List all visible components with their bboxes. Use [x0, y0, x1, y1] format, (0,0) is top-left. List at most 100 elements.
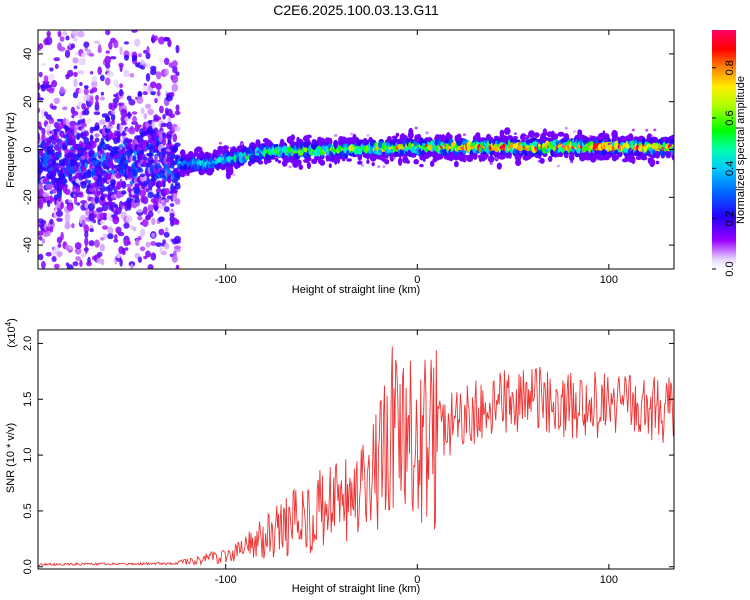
- spectrogram-cell: [163, 231, 170, 238]
- spectrogram-cell: [556, 164, 560, 168]
- spectrogram-cell: [124, 54, 129, 61]
- spectrogram-cell: [449, 134, 453, 140]
- spectrogram-cell: [160, 122, 168, 127]
- spectrogram-cell: [63, 177, 67, 186]
- spectrogram-cell: [57, 30, 62, 38]
- spectrogram-cell: [265, 159, 272, 164]
- spectrogram-cell: [174, 172, 181, 178]
- spectrogram-cell: [105, 30, 111, 36]
- spectrogram-cell: [136, 96, 144, 104]
- spectrogram-cell: [162, 113, 166, 120]
- spectrogram-cell: [68, 199, 73, 204]
- spectrogram-cell: [171, 189, 179, 194]
- spectrogram-cell: [59, 86, 65, 95]
- spectrogram-cell: [123, 222, 130, 229]
- spectrogram-cell: [48, 118, 55, 125]
- spectrogram-cell: [58, 46, 66, 52]
- spectrogram-cell: [88, 53, 95, 57]
- spectrogram-cell: [93, 40, 101, 45]
- spectrogram-cell: [38, 97, 44, 101]
- spectrogram-cell: [119, 88, 124, 97]
- spectrogram-cell: [137, 90, 143, 98]
- spectrogram-cell: [615, 155, 619, 160]
- spectrogram-cell: [156, 209, 161, 214]
- spectrogram-cell: [38, 126, 43, 131]
- spectrogram-cell: [166, 169, 173, 175]
- spectrogram-cell: [83, 224, 90, 234]
- spectrogram-cell: [88, 240, 95, 247]
- spectrogram-cell: [54, 63, 59, 69]
- spectrogram-cell: [395, 132, 400, 137]
- spectrogram-cell: [350, 132, 354, 136]
- spectrogram-cell: [69, 169, 77, 175]
- spectrogram-cell: [119, 258, 123, 267]
- spectrogram-x-tick-label: -100: [215, 274, 237, 286]
- spectrogram-cell: [38, 107, 41, 114]
- spectrogram-cell: [98, 119, 106, 125]
- spectrogram-cell: [218, 141, 222, 145]
- spectrogram-cell: [414, 126, 418, 130]
- spectrogram-cell: [224, 146, 228, 153]
- spectrogram-cell: [277, 160, 282, 164]
- spectrogram-cell: [65, 35, 70, 41]
- spectrogram-cell: [70, 121, 76, 130]
- spectrogram-cell: [57, 146, 62, 155]
- spectrogram-cell: [655, 152, 660, 159]
- spectrogram-cell: [145, 52, 151, 60]
- spectrogram-cell: [298, 164, 304, 170]
- spectrogram-cell: [38, 230, 44, 236]
- spectrogram-cell: [156, 116, 162, 121]
- spectrogram-cell: [80, 166, 87, 174]
- spectrogram-cell: [38, 43, 44, 50]
- spectrogram-cell: [86, 261, 92, 267]
- spectrogram-cell: [88, 187, 95, 192]
- spectrogram-cell: [589, 155, 597, 163]
- spectrogram-cell: [51, 80, 58, 88]
- spectrogram-cell: [670, 139, 674, 144]
- spectrogram-cell: [77, 70, 85, 75]
- spectrogram-cell: [128, 99, 136, 106]
- spectrogram-cell: [403, 135, 408, 140]
- spectrogram-cell: [53, 97, 60, 105]
- spectrogram-cell: [105, 50, 110, 54]
- spectrogram-cell: [53, 57, 61, 62]
- spectrogram-cell: [38, 184, 43, 190]
- spectrogram-cell: [119, 46, 123, 55]
- spectrogram-cell: [150, 81, 157, 89]
- spectrogram-cell: [80, 253, 87, 258]
- spectrogram-cell: [48, 144, 54, 149]
- spectrogram-cell: [56, 210, 63, 217]
- spectrogram-cell: [428, 138, 432, 141]
- spectrogram-cell: [472, 151, 478, 160]
- spectrogram-cell: [543, 130, 547, 133]
- spectrogram-cell: [41, 238, 46, 245]
- spectrogram-cell: [650, 135, 654, 138]
- spectrogram-cell: [403, 154, 408, 163]
- spectrogram-cell: [167, 116, 172, 124]
- spectrogram-cell: [45, 252, 52, 257]
- spectrogram-cell: [62, 106, 68, 111]
- spectrogram-cell: [611, 153, 618, 162]
- spectrogram-cell: [171, 255, 178, 263]
- spectrogram-cell: [131, 169, 138, 177]
- spectrogram-cell: [175, 264, 180, 269]
- snr-y-scale-label: (x104): [4, 318, 18, 348]
- spectrogram-cell: [38, 132, 41, 141]
- spectrogram-cell: [146, 46, 150, 54]
- spectrogram-cell: [577, 129, 583, 137]
- spectrogram-cell: [137, 166, 143, 171]
- spectrogram-cell: [78, 191, 83, 196]
- spectrogram-cell: [377, 165, 381, 169]
- spectrogram-cell: [121, 180, 127, 189]
- spectrogram-cell: [145, 250, 151, 258]
- spectrogram-cell: [84, 237, 89, 247]
- spectrogram-cell: [118, 62, 124, 68]
- spectrogram-cell: [125, 215, 133, 223]
- spectrogram-cell: [496, 162, 502, 170]
- spectrogram-cell: [564, 126, 568, 130]
- spectrogram-cell: [382, 165, 386, 169]
- spectrogram-cell: [80, 214, 87, 223]
- spectrogram-cell: [113, 238, 119, 243]
- spectrogram-y-tick-label: 0: [22, 146, 34, 152]
- spectrogram-cell: [88, 202, 95, 211]
